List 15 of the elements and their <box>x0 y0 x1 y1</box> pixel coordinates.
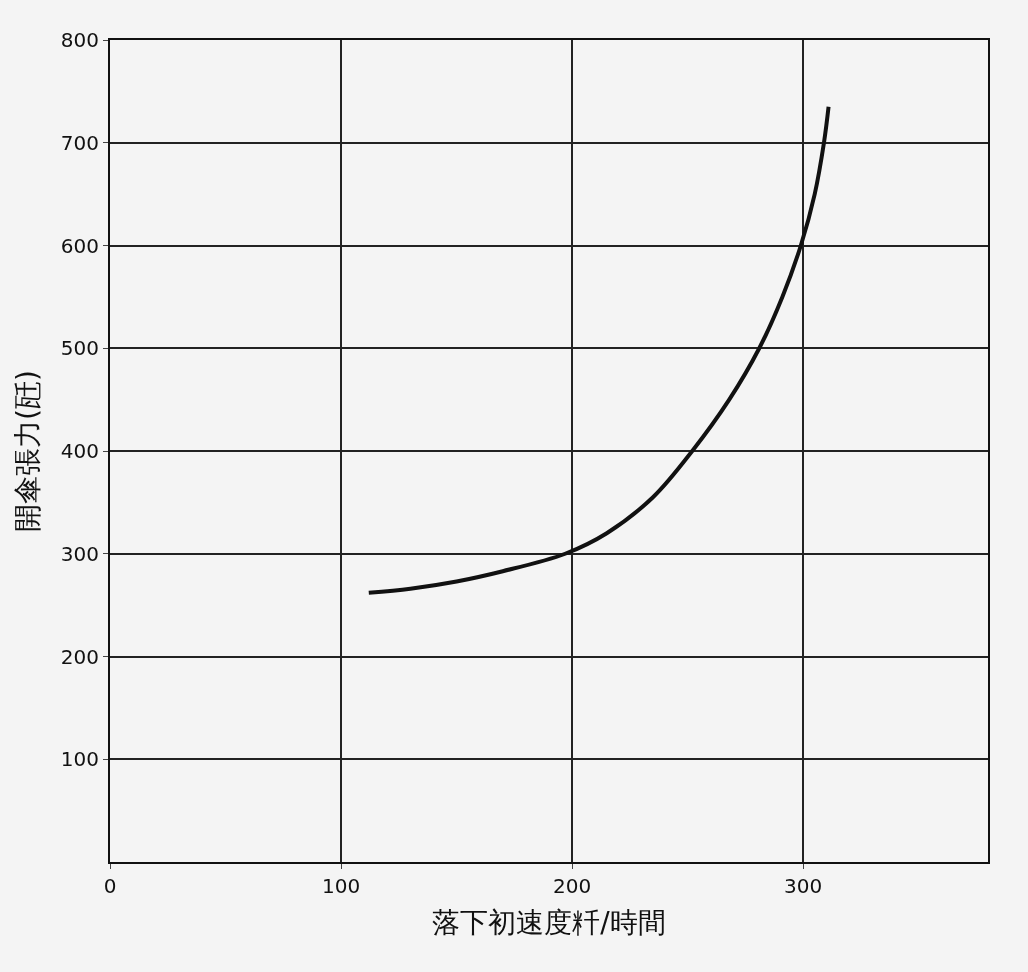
x-tick-label: 100 <box>321 874 361 898</box>
y-tick-label: 600 <box>60 233 99 258</box>
line-series <box>366 104 831 595</box>
y-tick-label: 800 <box>60 28 99 52</box>
x-axis-title: 落下初速度粁/時間 <box>432 905 666 939</box>
y-tick-label: 300 <box>60 541 99 566</box>
y-tick-label: 500 <box>60 336 99 361</box>
x-tick-label: 0 <box>103 874 117 898</box>
y-axis-title: 開傘張力(瓩) <box>11 370 45 532</box>
y-tick-label: 100 <box>60 747 99 772</box>
y-tick-label: 700 <box>60 130 99 155</box>
x-tick-label: 200 <box>553 874 592 898</box>
y-tick-label: 200 <box>60 644 99 669</box>
y-tick-label: 400 <box>60 439 99 463</box>
x-tick-label: 300 <box>784 874 823 898</box>
